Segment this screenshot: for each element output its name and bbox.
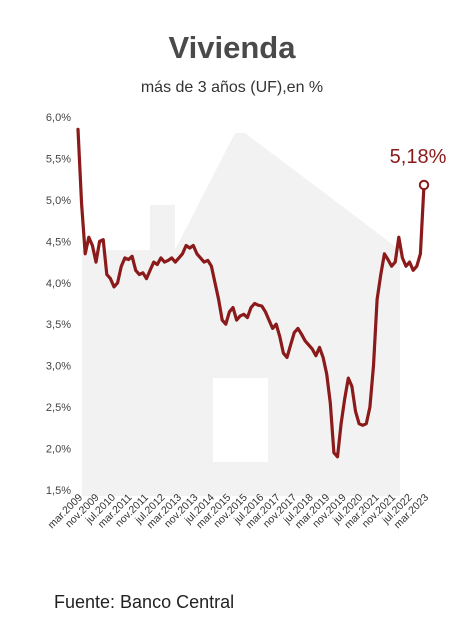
y-tick-label: 4,5%	[46, 236, 71, 248]
y-tick-label: 2,5%	[46, 402, 71, 414]
plot-area	[76, 127, 430, 459]
source-note: Fuente: Banco Central	[54, 592, 235, 612]
y-tick-label: 6,0%	[46, 112, 71, 124]
chart-subtitle: más de 3 años (UF),en %	[140, 79, 324, 96]
y-tick-label: 3,5%	[46, 319, 71, 331]
line-chart: 1,5% 2,0% 2,5% 3,0% 3,5% 4,0% 4,5% 5,0% 5,5% 6,0%…	[46, 112, 447, 532]
y-tick-label: 1,5%	[46, 485, 71, 497]
y-tick-label: 5,5%	[46, 153, 71, 165]
x-axis: mar.2009nov.2009jul.2010mar.2011nov.2011…	[46, 492, 432, 532]
series-line	[76, 127, 426, 459]
chart-title: Vivienda	[168, 30, 296, 65]
y-axis: 1,5% 2,0% 2,5% 3,0% 3,5% 4,0% 4,5% 5,0% 5,5% 6,0%	[46, 112, 71, 497]
last-point-marker	[418, 179, 430, 191]
y-tick-label: 4,0%	[46, 278, 71, 290]
last-value-label: 5,18%	[390, 146, 447, 168]
y-tick-label: 5,0%	[46, 195, 71, 207]
y-tick-label: 2,0%	[46, 444, 71, 456]
y-tick-label: 3,0%	[46, 361, 71, 373]
house-door	[213, 378, 268, 462]
